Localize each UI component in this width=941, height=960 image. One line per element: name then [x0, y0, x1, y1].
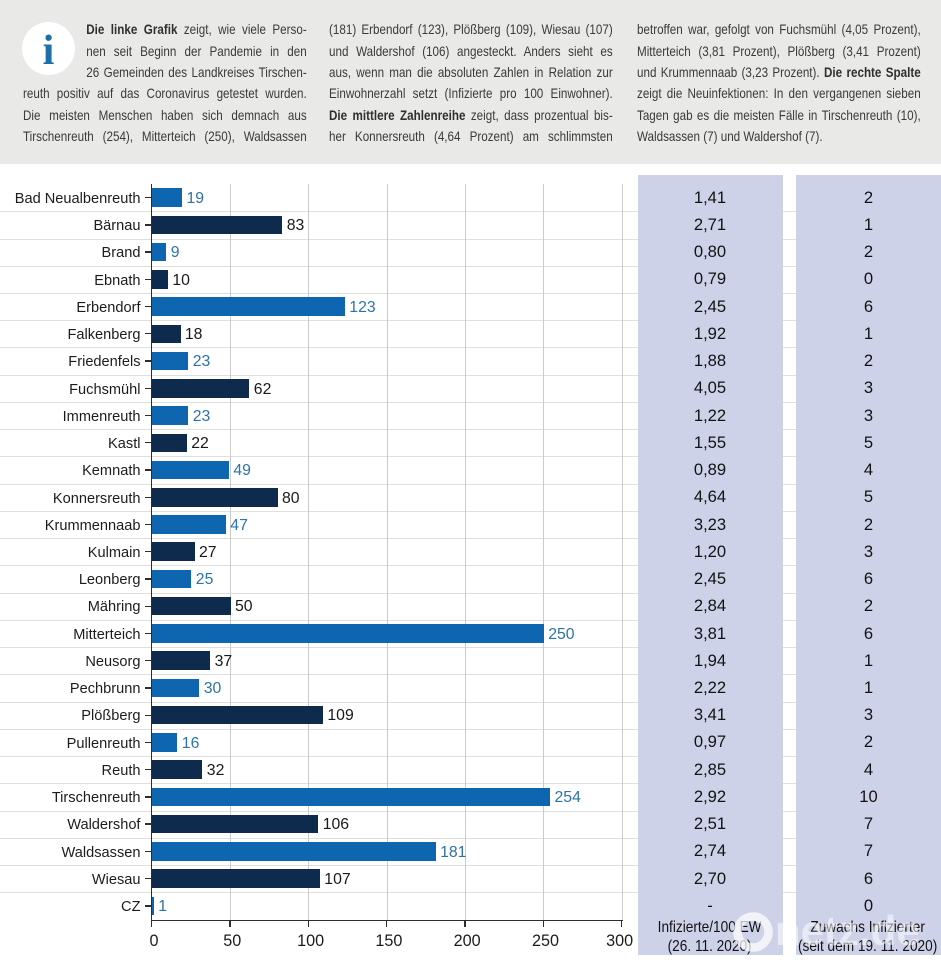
svg-text:netz.de: netz.de [775, 907, 920, 954]
